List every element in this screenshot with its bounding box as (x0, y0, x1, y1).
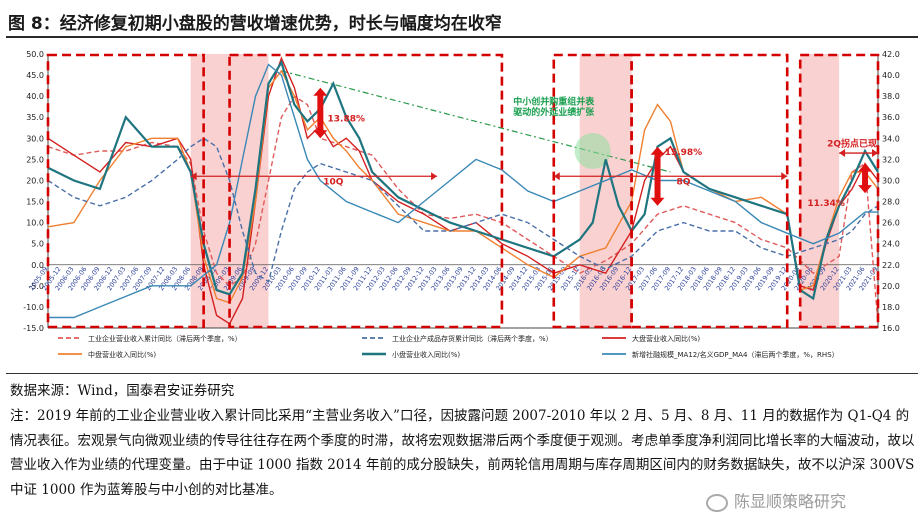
duration-arrow-1-head-left (190, 172, 197, 181)
y-right-tick-label: 24.0 (882, 240, 900, 249)
y-right-tick-label: 40.0 (882, 71, 900, 80)
y-left-tick-label: 30.0 (26, 134, 44, 143)
y-right-tick-label: 28.0 (882, 198, 900, 207)
y-left-tick-label: 5.0 (31, 240, 44, 249)
gap-arrow-2 (650, 146, 665, 206)
watermark: 陈显顺策略研究 (706, 488, 847, 512)
annotation-5: 2Q拐点已现 (827, 138, 877, 150)
duration-arrow-2-head-right (781, 172, 788, 181)
y-left-tick-label: 25.0 (26, 155, 44, 164)
legend-label-1: 工业企业产成品存货累计同比（滞后两个季度，%） (392, 334, 553, 343)
duration-arrow-3-head-right (872, 149, 878, 158)
y-right-tick-label: 38.0 (882, 92, 900, 101)
y-right-tick-label: 32.0 (882, 155, 900, 164)
figure-note: 注：2019 年前的工业企业营业收入累计同比采用“主营业务收入”口径，因披露问题… (10, 408, 915, 498)
chart-area: 50.0 45.0 40.0 35.0 30.0 25.0 20.0 15.0 10.0 5.0 0… (6, 40, 918, 370)
legend-label-2: 大盘营业收入同比(%) (632, 334, 700, 343)
y-right-tick-label: 34.0 (882, 134, 900, 143)
y-right-tick-label: 18.0 (882, 303, 900, 312)
y-left-tick-label: 15.0 (26, 198, 44, 207)
y-left-tick-label: 20.0 (26, 176, 44, 185)
y-left-tick-label: 10.0 (26, 219, 44, 228)
y-right-tick-label: 42.0 (882, 50, 900, 59)
y-left-tick-label: 45.0 (26, 71, 44, 80)
line-chart: 50.0 45.0 40.0 35.0 30.0 25.0 20.0 15.0 10.0 5.0 0… (23, 50, 900, 359)
y-right-tick-label: 26.0 (882, 219, 900, 228)
wechat-icon (706, 493, 728, 512)
boxed-period-4 (798, 53, 880, 329)
duration-arrow-2-head-left (553, 172, 560, 181)
annotation-2: 15.98% (665, 148, 703, 158)
y-left-tick-label: 50.0 (26, 50, 44, 59)
gap-arrow-3 (858, 163, 873, 194)
series-line-0 (47, 95, 879, 324)
trend-line (281, 70, 671, 173)
highlight-circle (574, 132, 611, 169)
legend-label-3: 中盘营业收入同比(%) (88, 350, 156, 359)
annotation-3: 8Q (677, 178, 691, 188)
annotation-6: 中小创并购重组并表 (513, 96, 595, 108)
annotation-1: 10Q (323, 178, 344, 188)
y-right-tick-label: 36.0 (882, 113, 900, 122)
legend-label-4: 小盘营业收入同比(%) (392, 350, 460, 359)
boxed-period-3 (630, 53, 789, 329)
gap-arrow-1 (313, 87, 328, 139)
boxed-period-1 (228, 53, 504, 329)
shaded-period-1 (579, 54, 632, 328)
y-left-tick-label: -10.0 (23, 303, 44, 312)
shaded-period-2 (800, 54, 840, 328)
y-left-tick-label: 40.0 (26, 92, 44, 101)
annotation-7: 驱动的外延业绩扩张 (513, 106, 595, 118)
title-rule (6, 36, 918, 38)
y-left-tick-label: -15.0 (23, 324, 44, 333)
series-line-4 (47, 137, 879, 283)
annotation-4: 11.34% (807, 199, 845, 209)
annotation-0: 13.88% (328, 114, 366, 124)
series-line-5 (48, 63, 878, 319)
y-right-tick-label: 16.0 (882, 324, 900, 333)
y-left-tick-label: -5.0 (28, 282, 44, 291)
watermark-text: 陈显顺策略研究 (734, 492, 847, 511)
series-line-2 (47, 69, 879, 304)
source-rule (6, 373, 918, 374)
y-right-tick-label: 22.0 (882, 261, 900, 270)
y-right-tick-label: 30.0 (882, 176, 900, 185)
legend-label-5: 新增社融规模_MA12/名义GDP_MA4（滞后两个季度，%，RHS） (632, 350, 839, 359)
figure-source: 数据来源：Wind，国泰君安证券研究 (10, 383, 235, 399)
legend-label-0: 工业企业营业收入累计同比（滞后两个季度，%） (88, 334, 242, 343)
series-line-3 (47, 59, 879, 301)
boxed-period-0 (46, 53, 205, 329)
y-left-tick-label: 35.0 (26, 113, 44, 122)
y-left-tick-label: 0.0 (31, 261, 44, 270)
duration-arrow-3-head-left (839, 149, 846, 158)
figure-title: 图 8：经济修复初期小盘股的营收增速优势，时长与幅度均在收窄 (8, 14, 502, 34)
y-right-tick-label: 20.0 (882, 282, 900, 291)
duration-arrow-1-head-right (431, 172, 438, 181)
